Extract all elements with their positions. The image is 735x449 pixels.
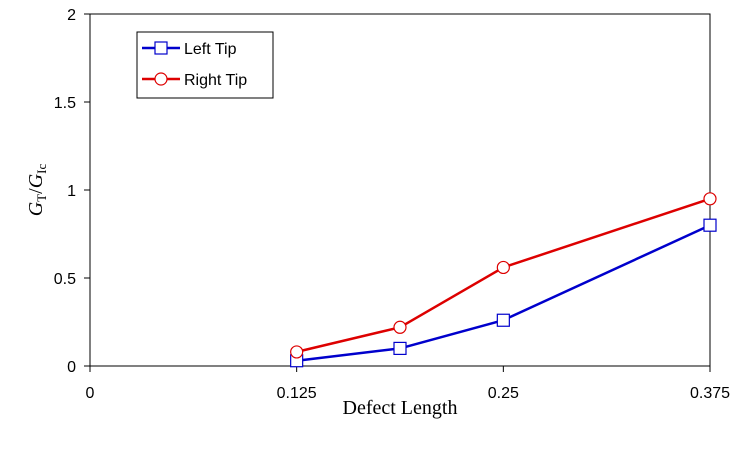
x-tick-label: 0.25 xyxy=(488,385,519,402)
y-tick-label: 0.5 xyxy=(54,271,76,288)
y-axis-title: GT/GIc xyxy=(25,164,49,217)
y-axis-ticks: 0 0.5 1 1.5 2 xyxy=(54,7,90,376)
x-axis-ticks: 0 0.125 0.25 0.375 xyxy=(86,366,730,402)
series-line-left-tip xyxy=(296,224,711,362)
data-point-left-tip xyxy=(703,218,717,232)
data-point-left-tip xyxy=(393,341,407,355)
data-point-right-tip xyxy=(703,192,717,206)
x-tick-label: 0.375 xyxy=(690,385,730,402)
x-axis-title: Defect Length xyxy=(343,397,458,419)
data-point-right-tip xyxy=(393,320,407,334)
data-point-right-tip xyxy=(290,345,304,359)
x-tick-label: 0.125 xyxy=(277,385,317,402)
series-line-right-tip xyxy=(296,197,711,354)
data-point-left-tip xyxy=(496,313,510,327)
legend-label-right-tip: Right Tip xyxy=(184,72,247,89)
x-tick-label: 0 xyxy=(86,385,95,402)
legend-item-right-tip: Right Tip xyxy=(142,72,247,89)
legend-marker-right-tip xyxy=(154,72,168,86)
legend-label-left-tip: Left Tip xyxy=(184,41,237,58)
y-tick-label: 0 xyxy=(67,359,76,376)
data-point-right-tip xyxy=(496,260,510,275)
y-tick-label: 1 xyxy=(67,183,76,200)
y-tick-label: 1.5 xyxy=(54,95,76,112)
y-tick-label: 2 xyxy=(67,7,76,24)
legend: Left Tip Right Tip xyxy=(136,31,274,99)
legend-item-left-tip: Left Tip xyxy=(142,41,237,58)
legend-marker-left-tip xyxy=(154,41,168,55)
series-layer xyxy=(290,192,717,368)
